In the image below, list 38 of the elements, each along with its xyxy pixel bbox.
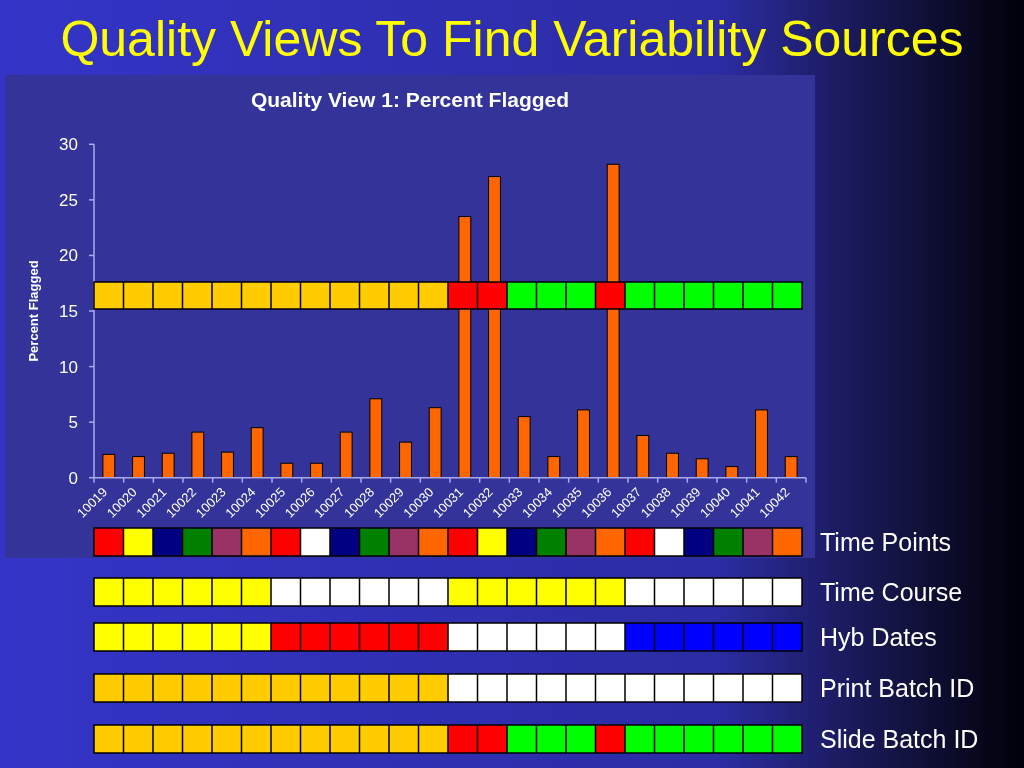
- bar: [488, 176, 501, 479]
- text: Time Course: [820, 577, 963, 606]
- chart-subtitle: Quality View 1: Percent Flagged: [250, 88, 570, 111]
- bar: [339, 431, 353, 479]
- bar: [755, 409, 768, 479]
- y-tick-label: 5: [68, 413, 78, 433]
- y-tick-label: 25: [59, 190, 78, 210]
- bar: [191, 431, 205, 479]
- text: Slide Batch ID: [820, 724, 979, 753]
- bar: [102, 453, 116, 479]
- bar: [369, 398, 383, 479]
- bar: [132, 456, 145, 479]
- text: Time Points: [820, 527, 952, 556]
- bar: [517, 416, 531, 479]
- y-tick-label: 20: [59, 246, 78, 266]
- chart-title: Quality Views To Find Variability Sources: [60, 11, 964, 67]
- y-tick-label: 10: [59, 357, 78, 377]
- bar: [161, 452, 175, 479]
- bar: [428, 407, 442, 479]
- bar: [725, 466, 739, 479]
- y-tick-label: 15: [59, 301, 78, 321]
- y-tick-label: 0: [68, 468, 78, 488]
- text: Print Batch ID: [820, 673, 975, 702]
- bar: [250, 427, 264, 479]
- y-axis-title: Percent Flagged: [26, 260, 41, 362]
- bar: [221, 451, 234, 479]
- bar: [280, 462, 294, 479]
- text: Hyb Dates: [820, 622, 937, 651]
- bar: [547, 456, 561, 479]
- bar: [695, 458, 709, 479]
- bar: [784, 456, 798, 479]
- bar: [577, 409, 590, 479]
- y-tick-label: 30: [59, 135, 78, 155]
- bar: [399, 441, 412, 479]
- bar: [310, 462, 323, 479]
- bar: [636, 434, 650, 479]
- bar: [666, 452, 679, 479]
- bar: [606, 163, 620, 479]
